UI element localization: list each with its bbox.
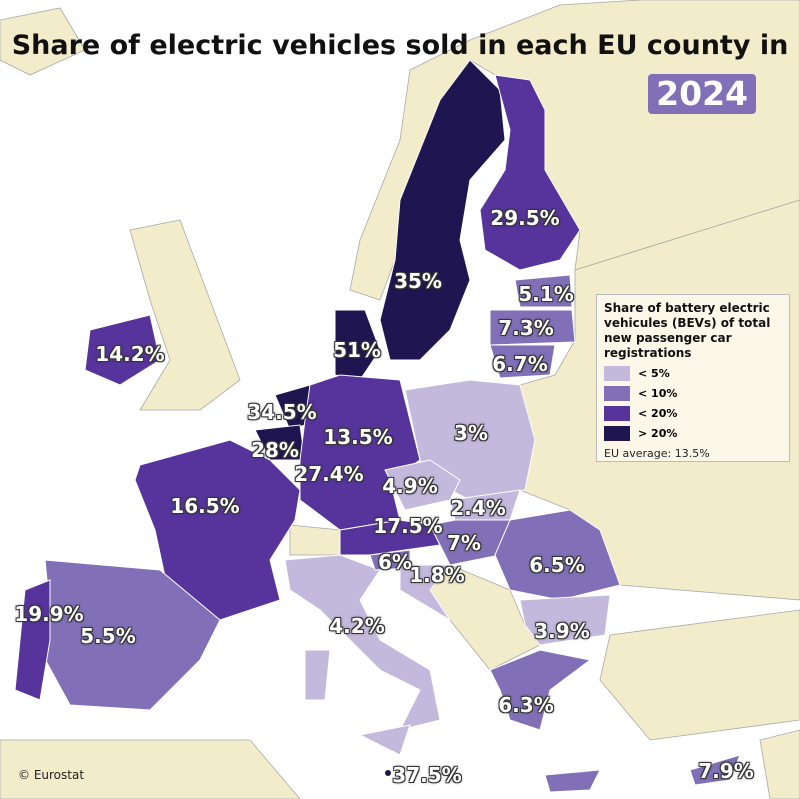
region-malta — [385, 770, 391, 776]
value-label: 3% — [454, 421, 488, 445]
value-label: 19.9% — [14, 602, 84, 626]
legend-item: > 20% — [604, 426, 782, 441]
value-label: 37.5% — [392, 763, 462, 787]
region-sweden — [379, 59, 506, 361]
legend-item: < 5% — [604, 366, 782, 381]
region-bulgaria — [519, 594, 611, 646]
value-label: 7.3% — [498, 316, 554, 340]
value-label: 5.5% — [80, 624, 136, 648]
value-label: 28% — [251, 438, 299, 462]
region-lithuania — [489, 344, 556, 379]
value-label: 3.9% — [534, 619, 590, 643]
legend-swatch — [604, 386, 630, 401]
value-label: 4.2% — [329, 614, 385, 638]
legend-label: < 10% — [638, 387, 678, 400]
year-badge: 2024 — [648, 74, 756, 114]
region-portugal — [14, 579, 51, 701]
region-czechia — [384, 459, 461, 511]
value-label: 35% — [394, 269, 442, 293]
legend-item: < 10% — [604, 386, 782, 401]
value-label: 2.4% — [450, 496, 506, 520]
region-crete — [544, 769, 601, 793]
value-label: 17.5% — [373, 514, 443, 538]
region-latvia — [489, 309, 576, 346]
value-label: 4.9% — [382, 474, 438, 498]
region-ireland — [84, 314, 161, 386]
region-france — [134, 439, 301, 621]
legend-label: < 20% — [638, 407, 678, 420]
region-romania — [494, 509, 621, 601]
value-label: 34.5% — [247, 400, 317, 424]
value-label: 1.8% — [409, 563, 465, 587]
region-sardinia — [304, 649, 331, 701]
region-finland — [479, 74, 581, 271]
value-label: 6.3% — [498, 693, 554, 717]
legend-swatch — [604, 426, 630, 441]
value-label: 5.1% — [518, 282, 574, 306]
legend: Share of battery electric vehicules (BEV… — [596, 294, 790, 462]
value-label: 6% — [378, 550, 412, 574]
legend-label: < 5% — [638, 367, 670, 380]
legend-swatch — [604, 366, 630, 381]
value-label: 7.9% — [698, 759, 754, 783]
legend-title: Share of battery electric vehicules (BEV… — [604, 301, 771, 360]
value-label: 16.5% — [170, 494, 240, 518]
copyright: © Eurostat — [18, 768, 85, 782]
region-greece — [489, 649, 592, 731]
region-cyprus — [689, 754, 741, 786]
region-denmark — [334, 309, 381, 381]
value-label: 6.7% — [492, 352, 548, 376]
value-label: 27.4% — [294, 462, 364, 486]
value-label: 29.5% — [490, 206, 560, 230]
eu-countries — [14, 59, 741, 793]
map-title: Share of electric vehicles sold in each … — [11, 30, 789, 61]
region-sicily — [358, 724, 411, 756]
value-label: 13.5% — [323, 425, 393, 449]
region-croatia — [399, 564, 452, 621]
legend-swatch — [604, 406, 630, 421]
legend-label: > 20% — [638, 427, 678, 440]
region-estonia — [514, 274, 573, 308]
eu-average: EU average: 13.5% — [604, 447, 710, 460]
value-label: 7% — [447, 531, 481, 555]
value-label: 6.5% — [529, 553, 585, 577]
region-germany — [299, 374, 421, 531]
value-label: 14.2% — [95, 342, 165, 366]
legend-item: < 20% — [604, 406, 782, 421]
value-label: 51% — [333, 338, 381, 362]
